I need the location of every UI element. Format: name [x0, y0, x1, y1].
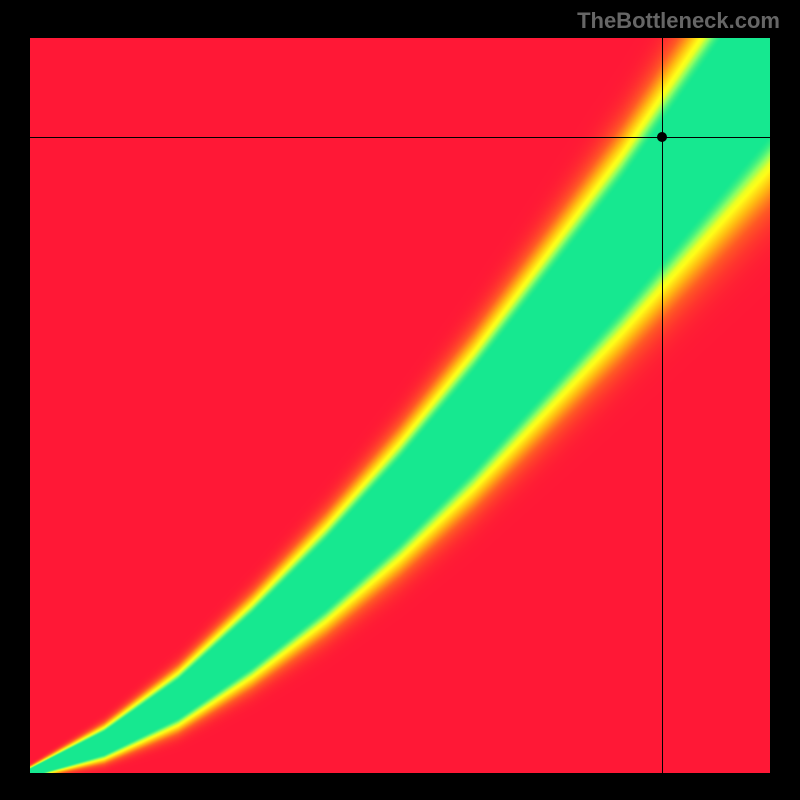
data-point-marker [657, 132, 667, 142]
heatmap-plot [30, 38, 770, 773]
heatmap-canvas [30, 38, 770, 773]
watermark-text: TheBottleneck.com [577, 8, 780, 34]
crosshair-vertical [662, 38, 663, 773]
